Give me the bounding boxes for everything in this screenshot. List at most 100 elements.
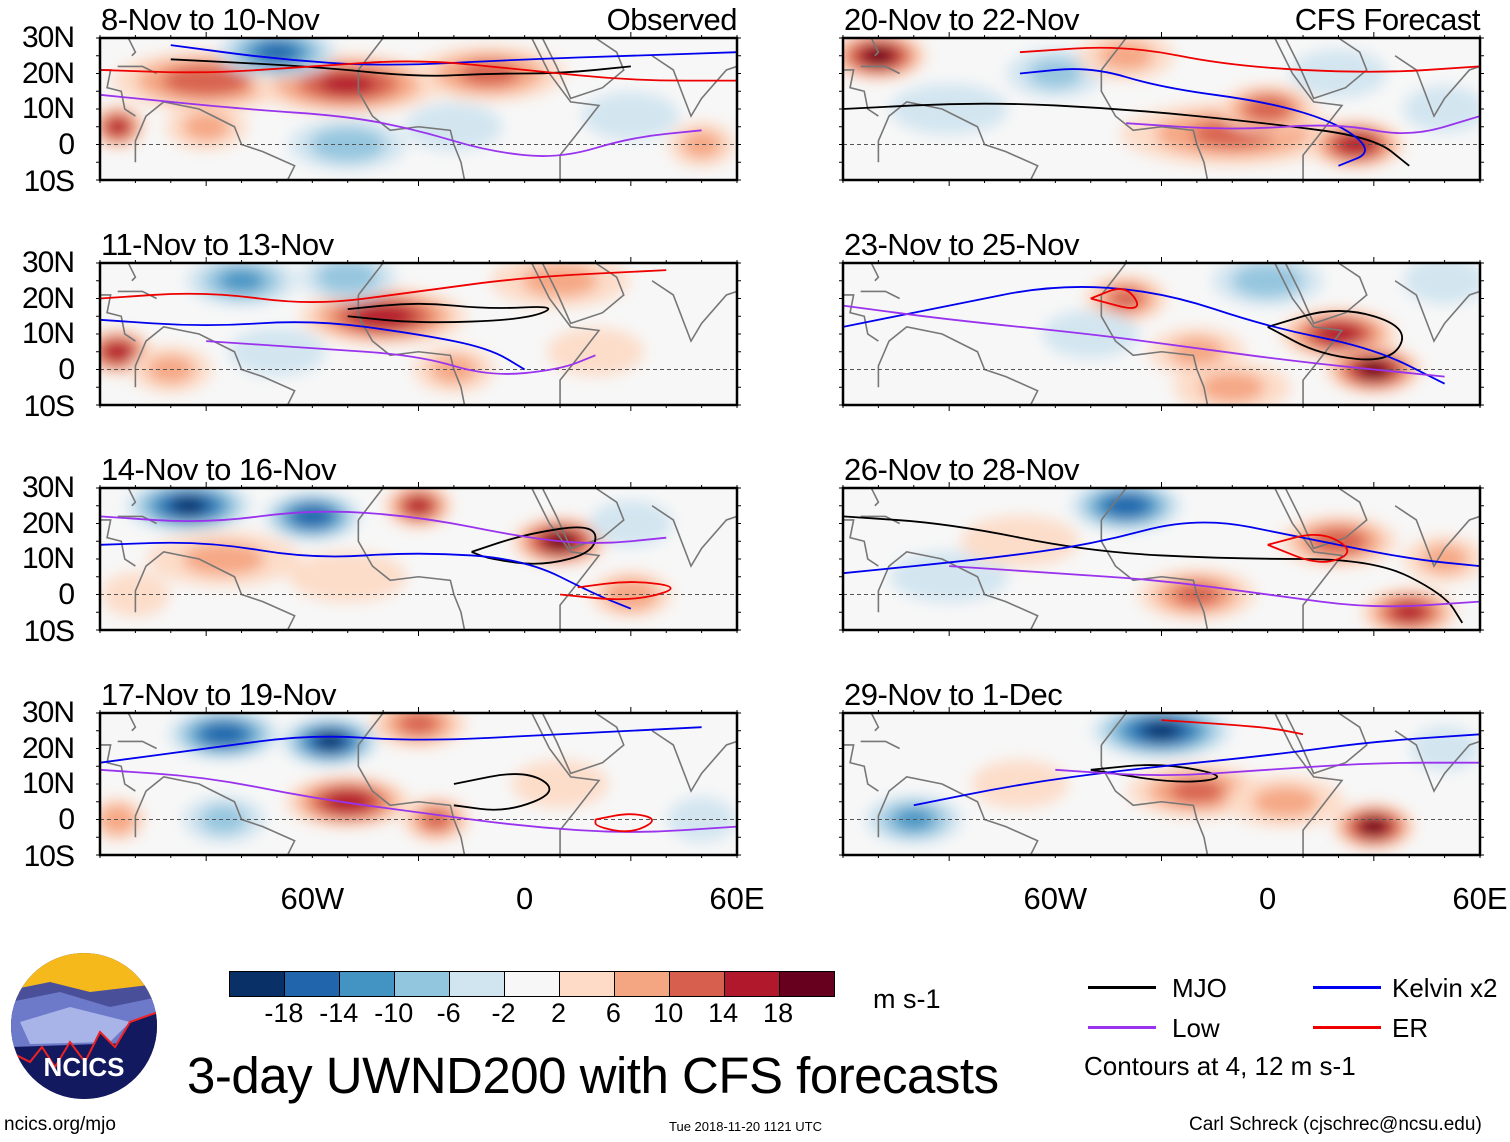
coastline (1284, 38, 1368, 100)
westerly-anomaly (960, 515, 1080, 567)
map-panel (839, 257, 1484, 411)
coastline (357, 488, 384, 521)
colorbar-swatch (559, 972, 614, 996)
coastline (1100, 713, 1127, 746)
er-contour (594, 813, 653, 833)
easterly-anomaly (1231, 263, 1304, 298)
lat-label: 10S (23, 165, 75, 198)
coastline (1284, 713, 1368, 775)
colorbar-swatch (284, 972, 339, 996)
panel-title: 23-Nov to 25-Nov (844, 227, 1079, 262)
easterly-anomaly (1103, 494, 1149, 518)
kelvin-contour (100, 318, 526, 371)
legend-label-kelvin: Kelvin x2 (1392, 973, 1498, 1003)
colorbar-tick-label: -2 (491, 998, 516, 1028)
panel-title: 17-Nov to 19-Nov (101, 677, 336, 712)
easterly-anomaly (890, 551, 1009, 603)
coastline (651, 505, 737, 568)
coastline (541, 263, 625, 325)
lat-label: 20N (21, 56, 75, 90)
lat-label: 0 (58, 352, 75, 386)
lat-label: 30N (21, 471, 75, 504)
easterly-anomaly (315, 732, 345, 751)
westerly-anomaly (1392, 602, 1426, 623)
colorbar-swatch (779, 972, 834, 996)
mjo-contour (170, 58, 631, 77)
westerly-anomaly (322, 789, 373, 814)
easterly-anomaly (890, 83, 1009, 135)
coastline (860, 65, 900, 75)
coastline (877, 101, 1039, 180)
easterly-anomaly (201, 722, 247, 747)
easterly-anomaly (1142, 721, 1181, 741)
easterly-anomaly (589, 500, 673, 547)
easterly-anomaly (171, 496, 206, 515)
kelvin-contour (843, 521, 1480, 575)
er-contour (100, 269, 667, 303)
westerly-anomaly (863, 46, 893, 65)
mjo-contour (843, 102, 1410, 167)
map-panel (96, 257, 741, 411)
legend-line-low (1088, 1026, 1156, 1029)
panel-title: 8-Nov to 10-Nov (101, 2, 320, 37)
colorbar-swatch (339, 972, 394, 996)
colorbar-tick-label: 6 (605, 998, 621, 1028)
panel-title: 11-Nov to 13-Nov (101, 227, 334, 262)
source-url[interactable]: ncics.org/mjo (4, 1114, 116, 1135)
coastline (541, 488, 625, 550)
coastline (1394, 280, 1480, 343)
westerly-anomaly (1420, 544, 1469, 574)
westerly-anomaly (106, 117, 130, 136)
author-credit: Carl Schreck (cjschrec@ncsu.edu) (1189, 1114, 1482, 1135)
lat-label: 30N (21, 21, 75, 54)
coastline (860, 515, 900, 525)
coastline (100, 294, 136, 342)
westerly-anomaly (102, 340, 134, 363)
coastline (117, 515, 157, 525)
easterly-anomaly (228, 327, 326, 377)
coastline (651, 730, 737, 793)
coastline (843, 713, 880, 732)
er-contour (1090, 288, 1139, 309)
coastline (843, 263, 880, 282)
panel-title: 29-Nov to 1-Dec (844, 677, 1063, 712)
coastline (100, 713, 137, 732)
low-contour (949, 565, 1480, 608)
easterly-anomaly (219, 269, 265, 293)
colorbar-swatch (669, 972, 724, 996)
coastline (100, 38, 137, 57)
er-contour (100, 60, 737, 82)
coastline (541, 38, 625, 100)
logo-text: NCICS (44, 1052, 125, 1082)
kelvin-contour (100, 541, 632, 610)
lon-label: 0 (516, 881, 534, 916)
colorbar-swatch (230, 972, 284, 996)
westerly-anomaly (182, 112, 230, 141)
lat-label: 10N (21, 317, 75, 350)
westerly-anomaly (1169, 337, 1225, 367)
coastline (860, 740, 900, 750)
low-contour (1126, 115, 1480, 135)
lat-label: 0 (58, 127, 75, 161)
westerly-anomaly (511, 759, 609, 809)
easterly-anomaly (1028, 58, 1083, 89)
observed-label: Observed (606, 2, 738, 37)
coastline (357, 713, 384, 746)
coastline (1284, 488, 1368, 550)
colorbar-swatch (614, 972, 669, 996)
lon-label: 60E (1452, 881, 1508, 916)
low-contour (843, 304, 1445, 378)
map-panel (839, 707, 1484, 861)
coastline (100, 263, 137, 282)
westerly-anomaly (1169, 778, 1225, 804)
coastline (531, 713, 601, 855)
er-contour (1019, 46, 1480, 73)
panel-title: 14-Nov to 16-Nov (101, 452, 336, 487)
coastline (877, 776, 1039, 855)
lat-label: 10N (21, 542, 75, 575)
legend-line-er (1313, 1026, 1381, 1029)
coastline (651, 280, 737, 343)
colorbar-tick-label: -18 (264, 998, 304, 1028)
panel-title: 26-Nov to 28-Nov (844, 452, 1079, 487)
colorbar-tick-label: -14 (319, 998, 359, 1028)
